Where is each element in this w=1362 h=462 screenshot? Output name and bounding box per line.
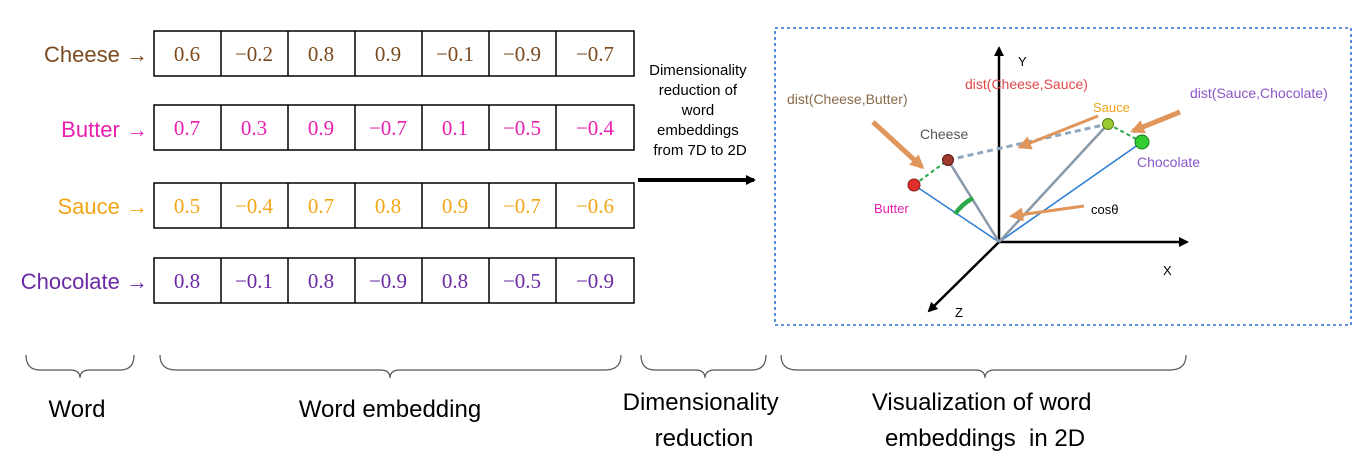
embedding-cell: 0.7	[174, 116, 200, 140]
word-row-chocolate: Chocolate → 0.8 −0.1 0.8 −0.9 0.8 −0.5 −…	[21, 257, 635, 304]
reduction-description: Dimensionality reduction of word embeddi…	[649, 62, 751, 159]
embedding-visualization-panel: Y X Z cosθ Cheese Butter	[774, 27, 1352, 326]
embedding-vector-chocolate: 0.8 −0.1 0.8 −0.9 0.8 −0.5 −0.9	[153, 257, 635, 304]
reduction-step: Dimensionality reduction of word embeddi…	[638, 62, 756, 185]
embedding-cell: 0.8	[442, 269, 468, 293]
z-axis-label: Z	[955, 305, 963, 320]
cos-theta-arrow	[1009, 204, 1085, 222]
caption-word: Word	[49, 396, 106, 423]
embedding-cell: 0.3	[241, 116, 267, 140]
axes	[927, 46, 1189, 313]
word-row-butter: Butter → 0.7 0.3 0.9 −0.7 0.1 −0.5 −0.4	[61, 104, 635, 151]
embedding-cell: −0.4	[235, 194, 274, 218]
distance-label-cheese-sauce: dist(Cheese,Sauce)	[965, 76, 1088, 92]
word-label-chocolate: Chocolate →	[21, 269, 148, 294]
embedding-cell: −0.7	[576, 42, 614, 66]
word-row-cheese: Cheese → 0.6 −0.2 0.8 0.9 −0.1 −0.9 −0.7	[44, 30, 635, 77]
embedding-cell: −0.2	[235, 42, 273, 66]
embedding-cell: −0.7	[369, 116, 407, 140]
bottom-braces	[25, 354, 1187, 379]
embedding-cell: −0.7	[503, 194, 541, 218]
embedding-cell: −0.9	[369, 269, 407, 293]
embedding-vector-butter: 0.7 0.3 0.9 −0.7 0.1 −0.5 −0.4	[153, 104, 635, 151]
vector-cheese	[946, 159, 1001, 243]
brace-embedding	[159, 354, 622, 379]
distance-label-cheese-butter: dist(Cheese,Butter)	[787, 91, 908, 107]
embedding-cell: 0.8	[375, 194, 401, 218]
embedding-cell: −0.1	[436, 42, 474, 66]
pointer-arrow-cheese-sauce	[1017, 114, 1099, 150]
embedding-cell: 0.9	[375, 42, 401, 66]
caption-dimensionality-reduction: Dimensionality reduction	[623, 389, 786, 452]
embedding-cell: −0.1	[235, 269, 273, 293]
word-points	[907, 118, 1150, 192]
word-label-butter: Butter →	[61, 117, 148, 142]
point-sauce	[1102, 118, 1114, 130]
caption-visualization: Visualization of word embeddings in 2D	[872, 389, 1098, 452]
embedding-cell: 0.9	[308, 116, 334, 140]
angle-arc	[953, 196, 975, 216]
captions: Word Word embedding Dimensionality reduc…	[49, 389, 1098, 452]
pointer-arrow-cheese-butter	[871, 120, 925, 170]
point-label-cheese: Cheese	[920, 126, 968, 142]
embedding-cell: −0.9	[503, 42, 541, 66]
embedding-cell: 0.9	[442, 194, 468, 218]
embedding-vector-cheese: 0.6 −0.2 0.8 0.9 −0.1 −0.9 −0.7	[153, 30, 635, 77]
embedding-cell: 0.8	[308, 42, 334, 66]
vector-chocolate	[998, 141, 1143, 243]
embedding-cell: 0.5	[174, 194, 200, 218]
embedding-cell: 0.7	[308, 194, 334, 218]
embedding-cell: −0.9	[576, 269, 614, 293]
distance-line-cheese-butter	[913, 159, 949, 186]
embedding-cell: 0.8	[308, 269, 334, 293]
embedding-vector-sauce: 0.5 −0.4 0.7 0.8 0.9 −0.7 −0.6	[153, 182, 635, 229]
word-row-sauce: Sauce → 0.5 −0.4 0.7 0.8 0.9 −0.7 −0.6	[57, 182, 635, 229]
word-label-cheese: Cheese →	[44, 42, 148, 67]
cos-theta-label: cosθ	[1091, 202, 1118, 217]
pointer-arrow-sauce-chocolate	[1130, 109, 1181, 134]
point-label-sauce: Sauce	[1093, 100, 1130, 115]
point-chocolate	[1134, 134, 1150, 150]
brace-visualization	[780, 354, 1187, 379]
point-label-butter: Butter	[874, 201, 909, 216]
embedding-cell: −0.5	[503, 269, 541, 293]
brace-reduction	[640, 354, 767, 379]
embedding-cell: 0.6	[174, 42, 200, 66]
embedding-cell: −0.6	[576, 194, 614, 218]
vector-sauce	[998, 123, 1109, 243]
point-label-chocolate: Chocolate	[1137, 154, 1200, 170]
word-label-sauce: Sauce →	[57, 194, 148, 219]
point-butter	[907, 178, 921, 192]
embedding-cell: 0.1	[442, 116, 468, 140]
word-embedding-table: Cheese → 0.6 −0.2 0.8 0.9 −0.1 −0.9 −0.7…	[21, 30, 635, 304]
embedding-cell: 0.8	[174, 269, 200, 293]
embedding-cell: −0.4	[576, 116, 615, 140]
word-vectors	[913, 123, 1143, 243]
y-axis-label: Y	[1018, 54, 1027, 69]
brace-word	[25, 354, 135, 379]
embedding-cell: −0.5	[503, 116, 541, 140]
caption-word-embedding: Word embedding	[299, 396, 481, 423]
x-axis-label: X	[1163, 263, 1172, 278]
distance-label-sauce-chocolate: dist(Sauce,Chocolate)	[1190, 85, 1328, 101]
point-cheese	[942, 154, 954, 166]
z-axis	[927, 241, 1000, 313]
visualization-border	[774, 27, 1352, 326]
